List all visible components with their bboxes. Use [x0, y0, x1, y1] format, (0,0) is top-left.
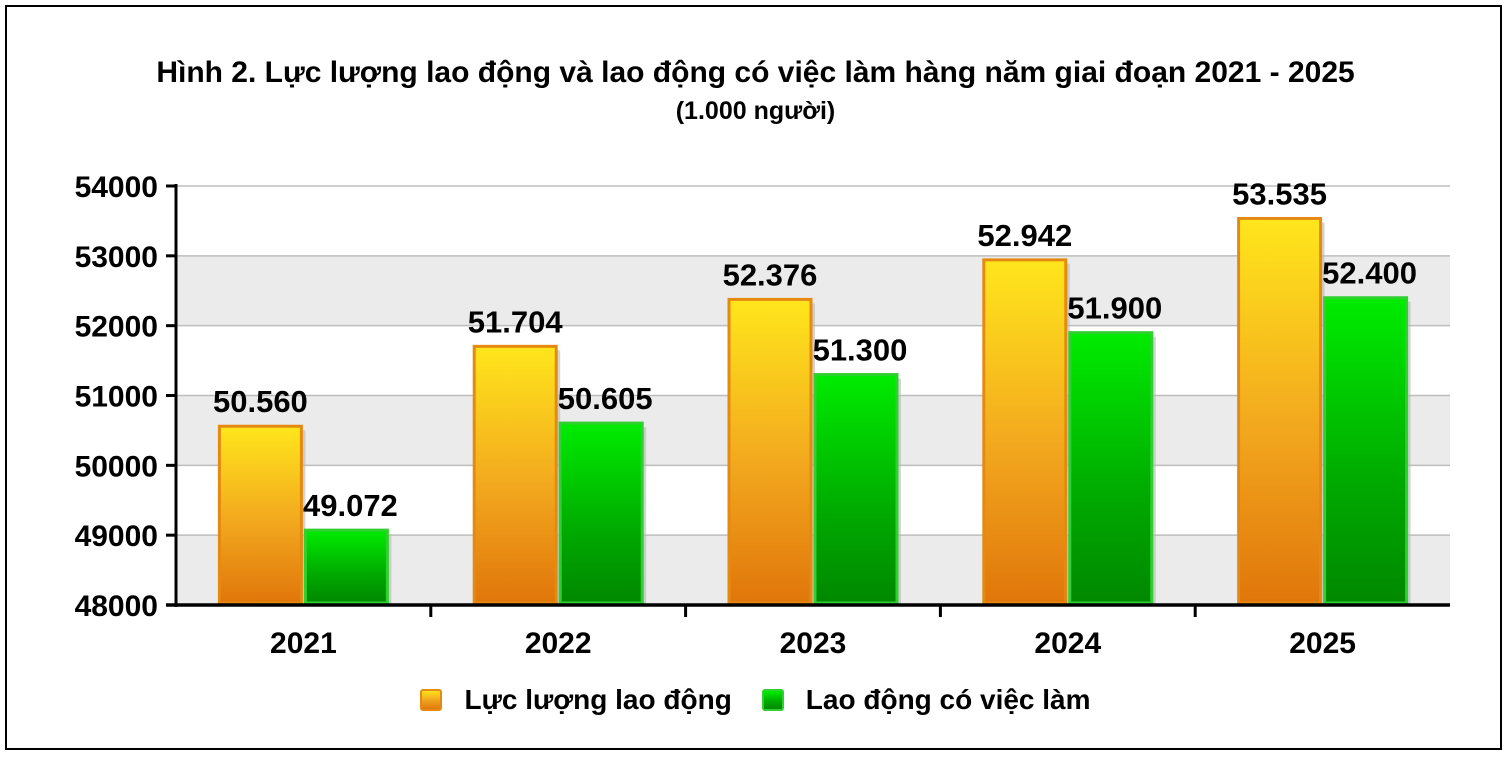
chart-title: Hình 2. Lực lượng lao động và lao động c…	[156, 56, 1355, 89]
axes-group	[166, 184, 1450, 617]
legend: Lực lượng lao động Lao động có việc làm	[0, 684, 1511, 716]
bar	[472, 344, 558, 605]
data-label: 50.560	[213, 384, 308, 419]
bar	[1068, 331, 1154, 605]
data-label: 50.605	[558, 381, 653, 416]
bar	[217, 424, 303, 605]
legend-item-luc-luong: Lực lượng lao động	[420, 684, 732, 716]
data-label: 51.900	[1067, 291, 1162, 326]
legend-label-viec-lam: Lao động có việc làm	[805, 684, 1091, 715]
data-label: 52.400	[1322, 256, 1417, 291]
bar	[303, 528, 389, 605]
y-tick-label: 51000	[75, 381, 158, 414]
x-tick-label: 2024	[1034, 627, 1101, 660]
data-label: 51.300	[813, 333, 908, 368]
x-tick-label: 2022	[525, 627, 592, 660]
bars-group	[217, 216, 1411, 605]
y-tick-label: 48000	[75, 590, 158, 623]
legend-swatch-orange	[420, 689, 443, 711]
bar	[982, 258, 1068, 605]
labels-group: 48000 49000 50000 51000 52000 53000 54000 2021 5…	[75, 171, 1417, 660]
legend-swatch-green	[761, 689, 784, 711]
bar	[1237, 216, 1323, 605]
data-label: 52.942	[977, 218, 1072, 253]
x-tick-label: 2025	[1289, 627, 1356, 660]
y-tick-label: 52000	[75, 311, 158, 344]
data-label: 49.072	[303, 488, 398, 523]
x-tick-label: 2021	[270, 627, 337, 660]
y-tick-label: 50000	[75, 450, 158, 483]
legend-item-viec-lam: Lao động có việc làm	[761, 684, 1091, 716]
bar	[558, 421, 644, 605]
data-label: 51.704	[468, 304, 564, 339]
bar	[1323, 296, 1409, 605]
bar	[813, 373, 899, 605]
y-tick-label: 53000	[75, 241, 158, 274]
y-tick-label: 49000	[75, 520, 158, 553]
legend-label-luc-luong: Lực lượng lao động	[464, 684, 732, 715]
data-label: 52.376	[723, 257, 818, 292]
chart-subtitle: (1.000 người)	[675, 97, 836, 125]
data-label: 53.535	[1232, 176, 1327, 211]
bar	[727, 297, 813, 605]
x-tick-label: 2023	[780, 627, 847, 660]
y-tick-label: 54000	[75, 171, 158, 204]
